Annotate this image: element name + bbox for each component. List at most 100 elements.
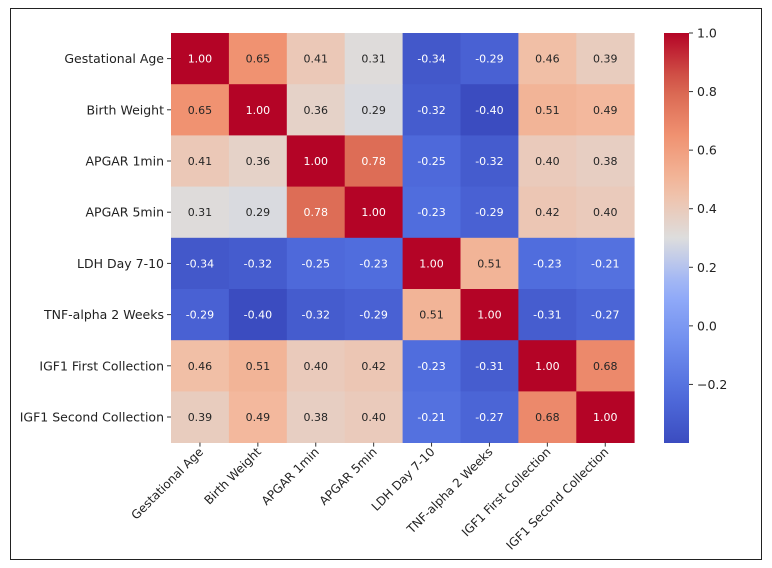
- correlation-heatmap: 1.00 0.65 0.41 0.31 -0.34 -0.29 0.46 0.39 0.65 1.…: [20, 26, 728, 553]
- heatmap-cell: [228, 289, 288, 341]
- cell-value-label: 0.65: [188, 104, 213, 117]
- colorbar-tick-label: 0.4: [697, 201, 717, 216]
- cell-value-label: -0.32: [475, 155, 503, 168]
- cell-value-label: -0.23: [359, 257, 387, 270]
- cell-value-label: 1.00: [419, 257, 444, 270]
- colorbar-tick-label: 1.0: [697, 26, 717, 41]
- cell-value-label: 0.46: [188, 360, 213, 373]
- colorbar-tick-label: 0.0: [697, 318, 717, 333]
- cell-value-label: 0.42: [535, 206, 560, 219]
- heatmap-cell: [460, 237, 519, 290]
- cell-value-label: 0.78: [304, 206, 329, 219]
- heatmap-cell: [402, 340, 461, 392]
- y-tick-label: Gestational Age: [64, 51, 164, 66]
- y-tick-label: APGAR 5min: [85, 205, 164, 220]
- x-tick-label: IGF1 Second Collection: [504, 445, 612, 553]
- cell-value-label: 0.31: [188, 206, 213, 219]
- heatmap-cell: [460, 186, 519, 239]
- cell-value-label: 0.68: [535, 411, 560, 424]
- heatmap-cell: [171, 186, 230, 239]
- cell-value-label: 0.51: [477, 257, 502, 270]
- cell-value-label: 0.36: [304, 104, 329, 117]
- heatmap-cell: [518, 289, 577, 341]
- heatmap-cell: [228, 33, 288, 85]
- y-tick-label: LDH Day 7-10: [77, 256, 164, 271]
- heatmap-cell: [286, 340, 346, 392]
- cell-value-label: 0.40: [593, 206, 618, 219]
- colorbar-tick-label: 0.2: [697, 260, 717, 275]
- heatmap-cell: [171, 289, 230, 341]
- cell-value-label: 1.00: [477, 309, 502, 322]
- heatmap-cell: [171, 33, 230, 85]
- heatmap-cell: [344, 135, 403, 187]
- cell-value-label: 0.29: [361, 104, 386, 117]
- heatmap-cell: [460, 33, 519, 85]
- cell-value-label: 0.29: [246, 206, 271, 219]
- cell-value-label: -0.29: [359, 309, 387, 322]
- heatmap-cell: [171, 84, 230, 136]
- heatmap-cell: [576, 340, 635, 392]
- colorbar-tick-label: −0.2: [697, 377, 727, 392]
- figure-frame: 1.00 0.65 0.41 0.31 -0.34 -0.29 0.46 0.39 0.65 1.…: [10, 8, 762, 560]
- heatmap-cell: [286, 186, 346, 239]
- cell-value-label: -0.34: [417, 53, 445, 66]
- heatmap-cell: [344, 391, 403, 443]
- cell-value-label: 0.40: [535, 155, 560, 168]
- cell-value-label: 1.00: [188, 53, 213, 66]
- cell-value-label: 0.40: [361, 411, 386, 424]
- heatmap-cell: [402, 186, 461, 239]
- cell-value-label: 0.38: [593, 155, 618, 168]
- colorbar-ticks: −0.2 0.0 0.2 0.4 0.6 0.8 1.0: [689, 26, 727, 392]
- y-axis-tick-labels: Gestational Age Birth Weight APGAR 1min APG…: [20, 51, 171, 425]
- cell-value-label: -0.32: [244, 257, 272, 270]
- heatmap-cell: [518, 186, 577, 239]
- heatmap-cell: [576, 391, 635, 443]
- y-tick-label: TNF-alpha 2 Weeks: [43, 307, 164, 322]
- cell-value-label: 0.78: [361, 155, 386, 168]
- heatmap-cell: [228, 237, 288, 290]
- heatmap-cell: [460, 84, 519, 136]
- heatmap-cell: [344, 84, 403, 136]
- x-tick-label: APGAR 1min: [259, 445, 322, 508]
- heatmap-cell: [518, 391, 577, 443]
- cell-value-label: 1.00: [246, 104, 271, 117]
- cell-value-label: -0.31: [475, 360, 503, 373]
- heatmap-cell: [228, 186, 288, 239]
- cell-value-label: 0.40: [304, 360, 329, 373]
- cell-value-label: -0.21: [591, 257, 619, 270]
- cell-value-label: -0.29: [475, 206, 503, 219]
- x-tick-label: APGAR 5min: [317, 445, 380, 508]
- heatmap-cell: [460, 289, 519, 341]
- cell-value-label: -0.31: [533, 309, 561, 322]
- cell-value-label: -0.32: [417, 104, 445, 117]
- cell-value-label: 1.00: [361, 206, 386, 219]
- y-tick-label: Birth Weight: [86, 102, 164, 117]
- heatmap-cell: [228, 391, 288, 443]
- cell-value-label: 0.42: [361, 360, 386, 373]
- x-tick-label: Gestational Age: [128, 445, 206, 523]
- cell-value-label: 0.41: [304, 53, 329, 66]
- cell-value-label: 0.51: [419, 309, 444, 322]
- heatmap-cell: [228, 84, 288, 136]
- cell-value-label: -0.29: [186, 309, 214, 322]
- heatmap-cell: [228, 135, 288, 187]
- cell-value-label: -0.25: [302, 257, 330, 270]
- cell-value-label: 0.68: [593, 360, 618, 373]
- cell-value-label: 0.39: [188, 411, 213, 424]
- cell-value-label: -0.40: [244, 309, 272, 322]
- colorbar-tick-label: 0.8: [697, 84, 717, 99]
- cell-value-label: 1.00: [304, 155, 329, 168]
- colorbar: [664, 33, 689, 443]
- cell-value-label: -0.25: [417, 155, 445, 168]
- heatmap-cell: [402, 391, 461, 443]
- x-tick-label: Birth Weight: [201, 445, 264, 508]
- heatmap-cell: [286, 33, 346, 85]
- heatmap-cell: [576, 135, 635, 187]
- heatmap-cell: [460, 391, 519, 443]
- cell-value-label: 0.41: [188, 155, 213, 168]
- cell-value-label: 0.46: [535, 53, 560, 66]
- heatmap-cell: [228, 340, 288, 392]
- heatmap-cell: [460, 135, 519, 187]
- heatmap-cell: [402, 289, 461, 341]
